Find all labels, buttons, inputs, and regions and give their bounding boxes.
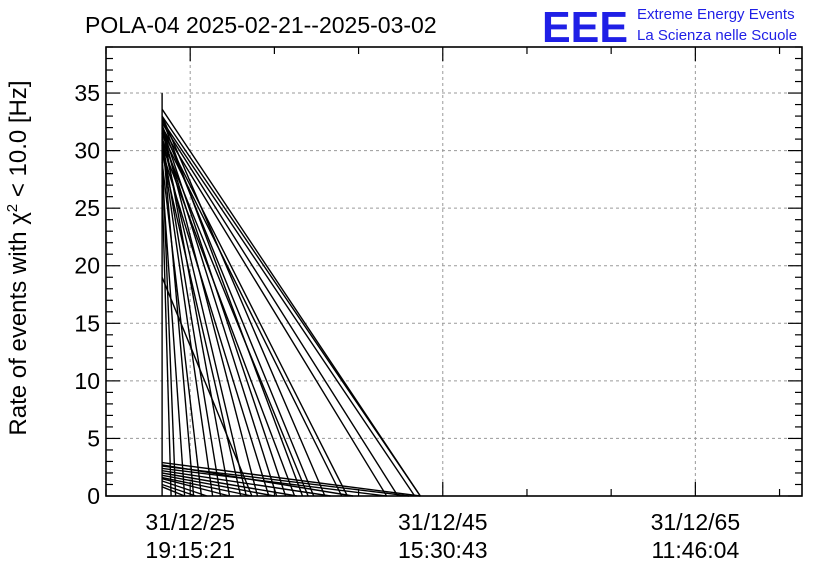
- series-line: [161, 486, 185, 497]
- series-line: [161, 185, 172, 497]
- y-tick-label: 5: [87, 425, 100, 451]
- series-line: [161, 474, 275, 497]
- y-axis-title: Rate of events with χ2 < 10.0 [Hz]: [4, 80, 32, 435]
- series-line: [161, 150, 270, 497]
- series-line: [161, 127, 388, 497]
- y-tick-label: 10: [74, 368, 100, 394]
- y-tick-label: 15: [74, 310, 100, 336]
- y-tick-label: 35: [74, 80, 100, 106]
- logo-line-2: La Scienza nelle Scuole: [637, 27, 797, 44]
- series-line: [161, 277, 253, 497]
- series-line: [161, 136, 247, 497]
- series-line: [161, 134, 343, 497]
- series-line: [161, 476, 253, 497]
- x-tick-label-time: 11:46:04: [651, 537, 739, 563]
- series-line: [161, 480, 208, 497]
- y-tick-label: 20: [74, 253, 100, 279]
- x-tick-label-time: 19:15:21: [145, 537, 235, 563]
- x-tick-label-date: 31/12/65: [651, 509, 741, 535]
- x-tick-label-date: 31/12/45: [398, 509, 488, 535]
- series-line: [161, 162, 203, 497]
- series-line: [161, 150, 177, 497]
- series-line: [161, 464, 354, 497]
- logo-line-1: Extreme Energy Events: [637, 6, 795, 23]
- eee-logo: EEE Extreme Energy Events La Scienza nel…: [542, 3, 797, 52]
- logo-mark: EEE: [542, 3, 628, 52]
- series-line: [161, 118, 304, 497]
- x-tick-label-time: 15:30:43: [398, 537, 488, 563]
- series-line: [161, 138, 222, 497]
- series-line: [161, 470, 331, 497]
- y-tick-label: 0: [87, 483, 100, 509]
- data-series: [161, 93, 421, 497]
- plot-frame: [105, 46, 803, 497]
- y-tick-label: 25: [74, 195, 100, 221]
- series-line: [161, 173, 186, 497]
- series-line: [161, 115, 326, 497]
- series-line: [161, 129, 349, 497]
- series-line: [161, 152, 242, 497]
- series-line: [161, 127, 259, 497]
- grid: [106, 47, 802, 496]
- series-line: [161, 144, 214, 497]
- series-line: [162, 467, 387, 497]
- y-axis-label: Rate of events with χ2 < 10.0 [Hz]: [4, 80, 32, 435]
- series-line: [161, 125, 231, 497]
- series-line: [161, 120, 416, 497]
- series-line: [161, 478, 230, 497]
- series-line: [161, 127, 287, 497]
- series-line: [162, 461, 421, 497]
- y-tick-label: 30: [74, 138, 100, 164]
- series-line: [161, 122, 399, 497]
- series-line: [161, 115, 421, 497]
- x-tick-label-date: 31/12/25: [145, 509, 235, 535]
- chart-title: POLA-04 2025-02-21--2025-03-02: [85, 12, 437, 38]
- series-line: [161, 131, 278, 497]
